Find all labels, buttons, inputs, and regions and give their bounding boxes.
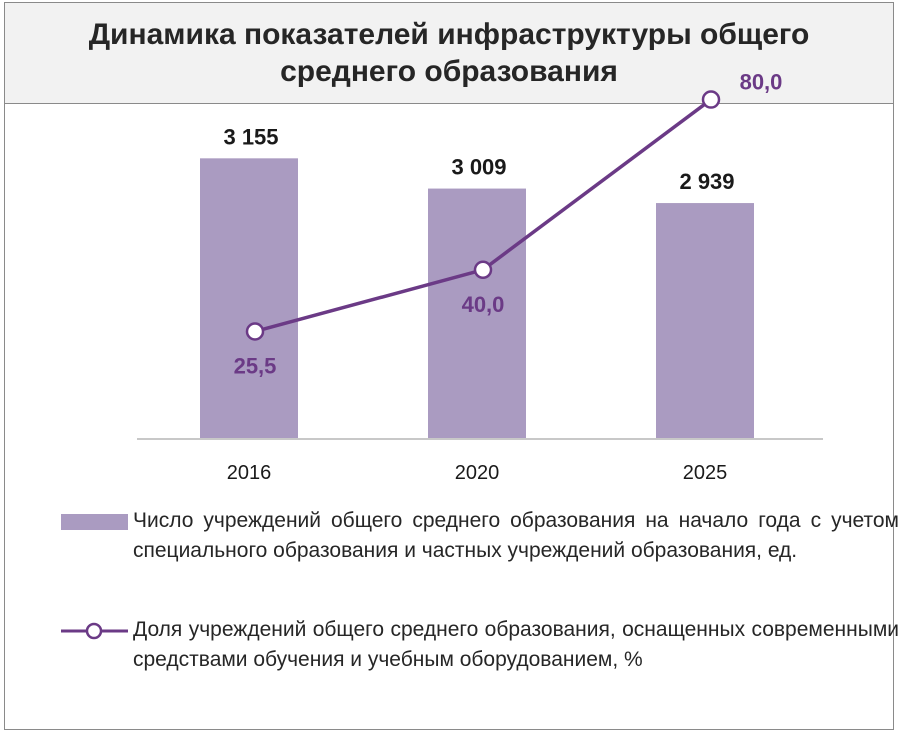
x-tick-label-2016: 2016: [227, 462, 272, 483]
line-value-label-2020: 40,0: [462, 292, 505, 317]
line-value-label-2016: 25,5: [234, 353, 277, 378]
line-point-2025: [701, 90, 721, 109]
line-point-2016: [245, 322, 265, 341]
bar-value-label-2025: 2 939: [679, 169, 734, 194]
legend-swatch-line: [61, 622, 128, 640]
bar-2020: [428, 188, 526, 439]
chart-frame: Динамика показателей инфраструктуры обще…: [4, 2, 899, 730]
chart-title: Динамика показателей инфраструктуры обще…: [88, 18, 810, 88]
bar-2016: [200, 158, 298, 440]
x-tick-label-2025: 2025: [683, 462, 728, 483]
legend-swatch-bar: [61, 514, 128, 530]
legend-label-line: Доля учреждений общего среднего образова…: [133, 618, 899, 671]
chart-plot: 2016 2020 2025 3 155 3 009 2 939 25,5 40,0 80,0: [137, 70, 823, 483]
chart-header: Динамика показателей инфраструктуры обще…: [5, 3, 893, 104]
bar-2025: [656, 203, 754, 439]
x-tick-label-2020: 2020: [455, 462, 500, 483]
line-value-label-2025: 80,0: [740, 70, 783, 95]
bar-value-label-2016: 3 155: [223, 124, 278, 149]
legend-label-bars: Число учреждений общего среднего образов…: [133, 509, 899, 562]
bar-value-label-2020: 3 009: [451, 155, 506, 180]
line-point-2020: [473, 260, 493, 280]
